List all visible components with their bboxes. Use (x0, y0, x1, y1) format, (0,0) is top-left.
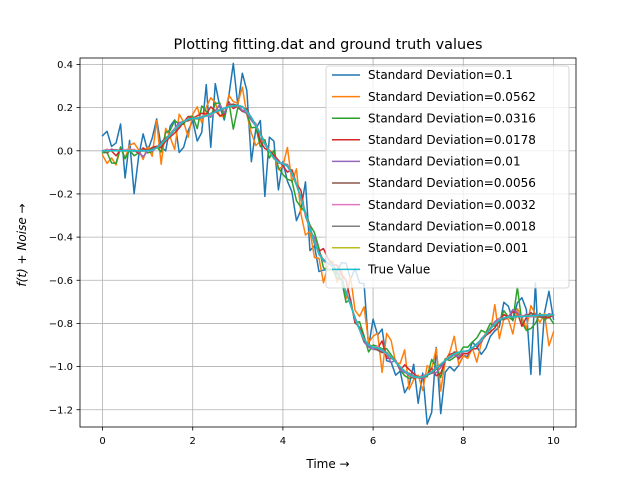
x-tick-label: 10 (547, 436, 560, 447)
legend-label: Standard Deviation=0.001 (368, 241, 528, 255)
legend-label: Standard Deviation=0.0316 (368, 111, 536, 125)
legend-label: True Value (367, 263, 430, 277)
x-tick-label: 2 (190, 436, 196, 447)
legend-label: Standard Deviation=0.01 (368, 155, 521, 169)
legend-label: Standard Deviation=0.0178 (368, 133, 536, 147)
x-tick-label: 8 (460, 436, 466, 447)
y-tick-label: 0.2 (57, 103, 73, 114)
y-axis-label: f(t) + Noise → (15, 203, 29, 286)
x-tick-label: 0 (99, 436, 105, 447)
x-axis-label: Time → (305, 457, 349, 471)
legend-label: Standard Deviation=0.0018 (368, 219, 536, 233)
y-tick-label: −0.6 (49, 276, 73, 287)
chart-title: Plotting fitting.dat and ground truth va… (174, 37, 483, 53)
y-tick-label: 0.4 (57, 60, 73, 71)
x-tick-label: 4 (280, 436, 286, 447)
x-tick-label: 6 (370, 436, 376, 447)
y-tick-label: −0.8 (49, 319, 73, 330)
legend-label: Standard Deviation=0.0032 (368, 198, 536, 212)
y-tick-label: −1.2 (49, 405, 73, 416)
y-tick-label: −0.4 (49, 233, 73, 244)
y-tick-label: 0.0 (57, 146, 73, 157)
legend-label: Standard Deviation=0.0562 (368, 90, 536, 104)
y-tick-label: −0.2 (49, 190, 73, 201)
legend-label: Standard Deviation=0.0056 (368, 176, 536, 190)
y-tick-label: −1.0 (49, 362, 73, 373)
axes: 0 2 4 6 8 10 −1.2 −1.0 −0.8 −0.6 −0.4 −0.2 0.0 0.2 0.4… (49, 57, 577, 447)
legend-label: Standard Deviation=0.1 (368, 68, 513, 82)
axes-frame (79, 57, 577, 428)
legend: Standard Deviation=0.1 Standard Deviation… (325, 65, 570, 289)
legend-frame (325, 65, 570, 289)
